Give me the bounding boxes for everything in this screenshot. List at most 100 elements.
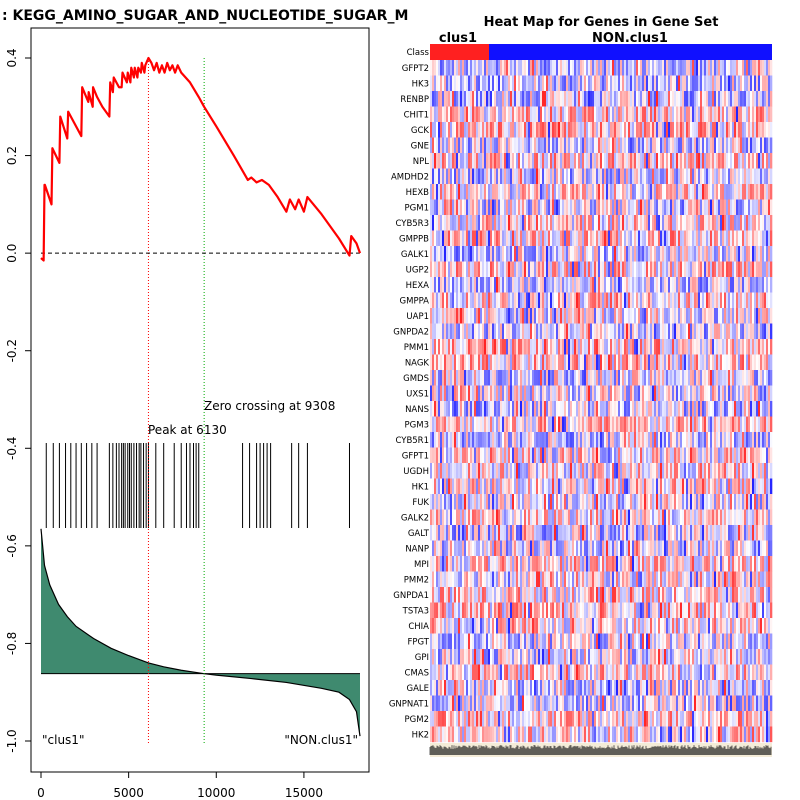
heatmap-cell bbox=[546, 447, 549, 464]
heatmap-cell bbox=[726, 106, 729, 123]
heatmap-cell bbox=[432, 354, 435, 371]
heatmap-cell bbox=[536, 447, 539, 464]
heatmap-cell bbox=[544, 292, 547, 309]
heatmap-cell bbox=[584, 246, 587, 262]
heatmap-cell bbox=[500, 323, 503, 340]
heatmap-cell bbox=[546, 277, 549, 293]
heatmap-cell bbox=[636, 75, 639, 92]
heatmap-cell bbox=[506, 261, 509, 278]
heatmap-cell bbox=[650, 137, 653, 154]
heatmap-cell bbox=[726, 246, 729, 262]
heatmap-cell bbox=[670, 91, 673, 107]
heatmap-cell bbox=[628, 447, 631, 464]
heatmap-cell bbox=[752, 370, 755, 386]
heatmap-cell bbox=[598, 75, 601, 92]
heatmap-cell bbox=[518, 60, 521, 76]
heatmap-cell bbox=[518, 292, 521, 309]
heatmap-cell bbox=[620, 246, 623, 262]
heatmap-cell bbox=[562, 339, 565, 355]
heatmap-cell bbox=[520, 277, 523, 293]
heatmap-cell bbox=[638, 91, 641, 107]
heatmap-cell bbox=[588, 416, 591, 433]
heatmap-cell bbox=[506, 339, 509, 355]
heatmap-cell bbox=[596, 401, 599, 417]
heatmap-cell bbox=[664, 106, 667, 123]
heatmap-cell bbox=[472, 246, 475, 262]
heatmap-cell bbox=[458, 184, 461, 200]
heatmap-cell bbox=[592, 153, 595, 169]
heatmap-cell bbox=[700, 246, 703, 262]
heatmap-cell bbox=[504, 246, 507, 262]
heatmap-cell bbox=[540, 494, 543, 510]
heatmap-cell bbox=[644, 106, 647, 123]
heatmap-cell bbox=[654, 308, 657, 324]
heatmap-cell bbox=[594, 184, 597, 200]
heatmap-cell bbox=[432, 199, 435, 216]
heatmap-cell bbox=[522, 91, 525, 107]
heatmap-cell bbox=[720, 199, 723, 216]
heatmap-cell bbox=[486, 339, 489, 355]
heatmap-cell bbox=[512, 153, 515, 169]
heatmap-cell bbox=[764, 354, 767, 371]
heatmap-cell bbox=[514, 75, 517, 92]
heatmap-cell bbox=[704, 168, 707, 185]
heatmap-cell bbox=[694, 199, 697, 216]
heatmap-cell bbox=[716, 447, 719, 464]
heatmap-cell bbox=[542, 137, 545, 154]
heatmap-cell bbox=[630, 478, 633, 495]
heatmap-cell bbox=[706, 478, 709, 495]
heatmap-cell bbox=[634, 323, 637, 340]
heatmap-cell bbox=[572, 215, 575, 231]
heatmap-cell bbox=[560, 277, 563, 293]
heatmap-cell bbox=[498, 385, 501, 402]
heatmap-cell bbox=[686, 122, 689, 138]
heatmap-cell bbox=[648, 308, 651, 324]
heatmap-cell bbox=[678, 60, 681, 76]
heatmap-cell bbox=[720, 401, 723, 417]
heatmap-cell bbox=[510, 385, 513, 402]
heatmap-cell bbox=[484, 60, 487, 76]
heatmap-cell bbox=[494, 416, 497, 433]
heatmap-cell bbox=[552, 60, 555, 76]
heatmap-cell bbox=[634, 91, 637, 107]
heatmap-cell bbox=[534, 385, 537, 402]
heatmap-cell bbox=[564, 230, 567, 247]
heatmap-cell bbox=[572, 153, 575, 169]
heatmap-cell bbox=[678, 199, 681, 216]
heatmap-cell bbox=[632, 292, 635, 309]
heatmap-cell bbox=[722, 246, 725, 262]
heatmap-cell bbox=[770, 370, 773, 386]
heatmap-cell bbox=[750, 60, 753, 76]
heatmap-row bbox=[430, 354, 773, 371]
heatmap-cell bbox=[614, 168, 617, 185]
heatmap-cell bbox=[700, 385, 703, 402]
heatmap-cell bbox=[514, 370, 517, 386]
heatmap-cell bbox=[462, 106, 465, 123]
heatmap-cell bbox=[474, 354, 477, 371]
heatmap-cell bbox=[738, 215, 741, 231]
heatmap-cell bbox=[486, 323, 489, 340]
heatmap-cell bbox=[476, 75, 479, 92]
heatmap-cell bbox=[666, 199, 669, 216]
heatmap-cell bbox=[550, 230, 553, 247]
heatmap-cell bbox=[548, 447, 551, 464]
heatmap-cell bbox=[690, 60, 693, 76]
heatmap-cell bbox=[466, 401, 469, 417]
heatmap-cell bbox=[696, 308, 699, 324]
heatmap-cell bbox=[730, 184, 733, 200]
heatmap-cell bbox=[690, 478, 693, 495]
heatmap-cell bbox=[464, 478, 467, 495]
heatmap-cell bbox=[702, 106, 705, 123]
heatmap-cell bbox=[608, 215, 611, 231]
heatmap-cell bbox=[628, 184, 631, 200]
heatmap-cell bbox=[724, 199, 727, 216]
heatmap-cell bbox=[694, 184, 697, 200]
heatmap-cell bbox=[606, 478, 609, 495]
heatmap-cell bbox=[582, 215, 585, 231]
heatmap-cell bbox=[750, 168, 753, 185]
heatmap-cell bbox=[626, 308, 629, 324]
heatmap-cell bbox=[614, 339, 617, 355]
heatmap-cell bbox=[550, 463, 553, 479]
heatmap-cell bbox=[728, 463, 731, 479]
heatmap-cell bbox=[678, 323, 681, 340]
